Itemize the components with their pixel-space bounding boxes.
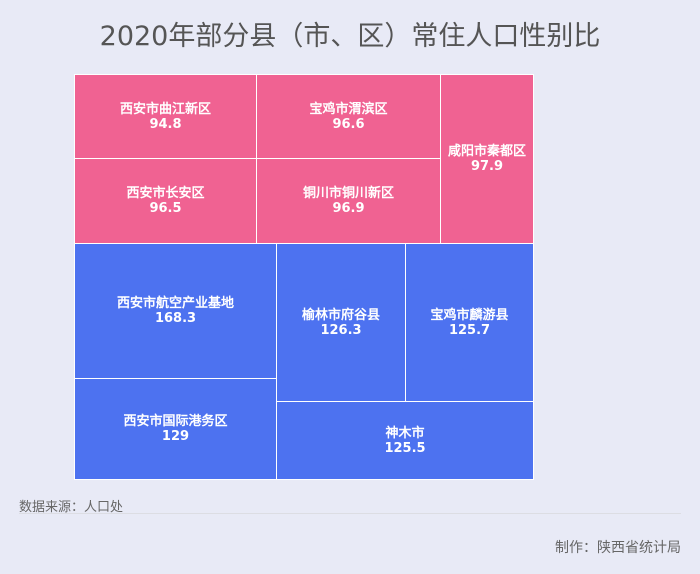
cell-label: 神木市 (385, 425, 425, 441)
cell-label: 宝鸡市麟游县 (430, 307, 509, 323)
cell-value: 96.9 (332, 201, 365, 216)
chart-title: 2020年部分县（市、区）常住人口性别比 (99, 21, 601, 52)
treemap-cell[interactable]: 西安市航空产业基地 168.3 (74, 243, 277, 379)
treemap-cell[interactable]: 宝鸡市麟游县 125.7 (405, 243, 534, 402)
treemap-cell[interactable]: 榆林市府谷县 126.3 (276, 243, 406, 402)
cell-label: 西安市航空产业基地 (116, 296, 234, 311)
treemap-cell[interactable]: 西安市曲江新区 94.8 (74, 74, 257, 159)
cell-label: 铜川市铜川新区 (302, 186, 394, 201)
treemap-cell[interactable]: 西安市长安区 96.5 (74, 158, 257, 244)
cell-value: 126.3 (320, 322, 362, 338)
cell-label: 西安市曲江新区 (119, 101, 211, 117)
cell-value: 96.5 (149, 201, 182, 216)
cell-value: 97.9 (470, 159, 504, 174)
cell-value: 129 (161, 429, 190, 444)
cell-value: 96.6 (332, 116, 365, 132)
credit: 制作：陕西省统计局 (555, 540, 681, 556)
data-source: 数据来源：人口处 (19, 500, 124, 515)
cell-value: 94.8 (149, 116, 182, 132)
treemap-cell[interactable]: 宝鸡市渭滨区 96.6 (256, 74, 441, 159)
treemap-cell[interactable]: 铜川市铜川新区 96.9 (256, 158, 441, 244)
cell-label: 西安市长安区 (126, 186, 205, 201)
cell-label: 西安市国际港务区 (123, 414, 228, 429)
treemap-cell[interactable]: 神木市 125.5 (276, 401, 534, 480)
cell-value: 168.3 (154, 311, 197, 326)
treemap-cell[interactable]: 咸阳市秦都区 97.9 (440, 74, 534, 244)
cell-label: 宝鸡市渭滨区 (309, 101, 388, 117)
cell-label: 咸阳市秦都区 (447, 144, 526, 159)
cell-value: 125.7 (448, 322, 491, 338)
treemap-cell[interactable]: 西安市国际港务区 129 (74, 378, 277, 480)
divider (19, 513, 681, 514)
cell-value: 125.5 (384, 440, 426, 456)
cell-label: 榆林市府谷县 (301, 307, 380, 323)
